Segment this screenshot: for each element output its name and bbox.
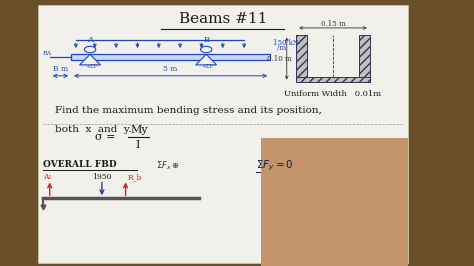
Polygon shape — [196, 54, 217, 65]
Text: $\Sigma F_y = 0$: $\Sigma F_y = 0$ — [256, 159, 294, 173]
Text: OVERALL FBD: OVERALL FBD — [43, 160, 116, 169]
Polygon shape — [80, 54, 100, 65]
Text: /m: /m — [277, 44, 286, 52]
Circle shape — [84, 46, 96, 53]
Bar — [359, 35, 370, 82]
Text: 5 m: 5 m — [164, 65, 178, 73]
Circle shape — [201, 46, 212, 53]
Text: B m: B m — [53, 65, 68, 73]
Text: B: B — [203, 36, 209, 44]
Text: +ΣF: +ΣF — [201, 64, 214, 69]
Text: RA: RA — [43, 51, 52, 56]
Text: 1950: 1950 — [92, 173, 112, 181]
Text: My: My — [130, 125, 148, 135]
Text: σ =: σ = — [95, 132, 119, 142]
Text: 0.10 m: 0.10 m — [267, 55, 292, 63]
Text: +ΣF: +ΣF — [85, 64, 98, 69]
Text: $\Sigma F_x \oplus$: $\Sigma F_x \oplus$ — [156, 160, 180, 172]
Text: A₁: A₁ — [43, 173, 51, 181]
Bar — [296, 77, 370, 82]
Text: I: I — [135, 140, 139, 150]
Bar — [38, 5, 408, 263]
Bar — [296, 35, 307, 82]
Text: Beams #11: Beams #11 — [179, 12, 267, 26]
Text: 150 kN: 150 kN — [273, 39, 299, 47]
Text: both  x  and  y.: both x and y. — [55, 124, 131, 134]
Text: Find the maximum bending stress and its position,: Find the maximum bending stress and its … — [55, 106, 321, 115]
Text: 0.15 m: 0.15 m — [320, 20, 346, 28]
Bar — [261, 138, 408, 266]
Text: Uniform Width   0.01m: Uniform Width 0.01m — [284, 90, 382, 98]
Text: A: A — [87, 36, 93, 44]
Text: R_b: R_b — [128, 173, 143, 181]
Bar — [71, 54, 270, 60]
